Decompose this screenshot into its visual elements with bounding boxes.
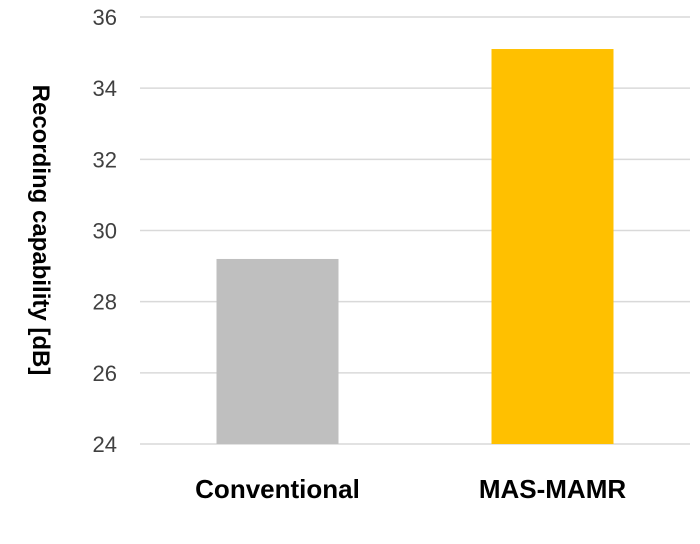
y-tick-label-24: 24	[93, 432, 117, 457]
y-tick-label-32: 32	[93, 147, 117, 172]
bar-conventional	[216, 258, 339, 444]
y-tick-label-36: 36	[93, 5, 117, 30]
y-tick-label-28: 28	[93, 290, 117, 315]
y-tick-label-34: 34	[93, 76, 117, 101]
bars	[216, 49, 614, 445]
bar-mas-mamr	[491, 49, 614, 445]
y-tick-label-30: 30	[93, 219, 117, 244]
x-category-label-mas-mamr: MAS-MAMR	[479, 474, 627, 504]
x-axis-categories: Conventional MAS-MAMR	[195, 474, 626, 504]
y-axis-ticks: 24 26 28 30 32 34 36	[93, 5, 117, 457]
y-tick-label-26: 26	[93, 361, 117, 386]
y-axis-title: Recording capability [dB]	[27, 85, 54, 376]
x-category-label-conventional: Conventional	[195, 474, 360, 504]
